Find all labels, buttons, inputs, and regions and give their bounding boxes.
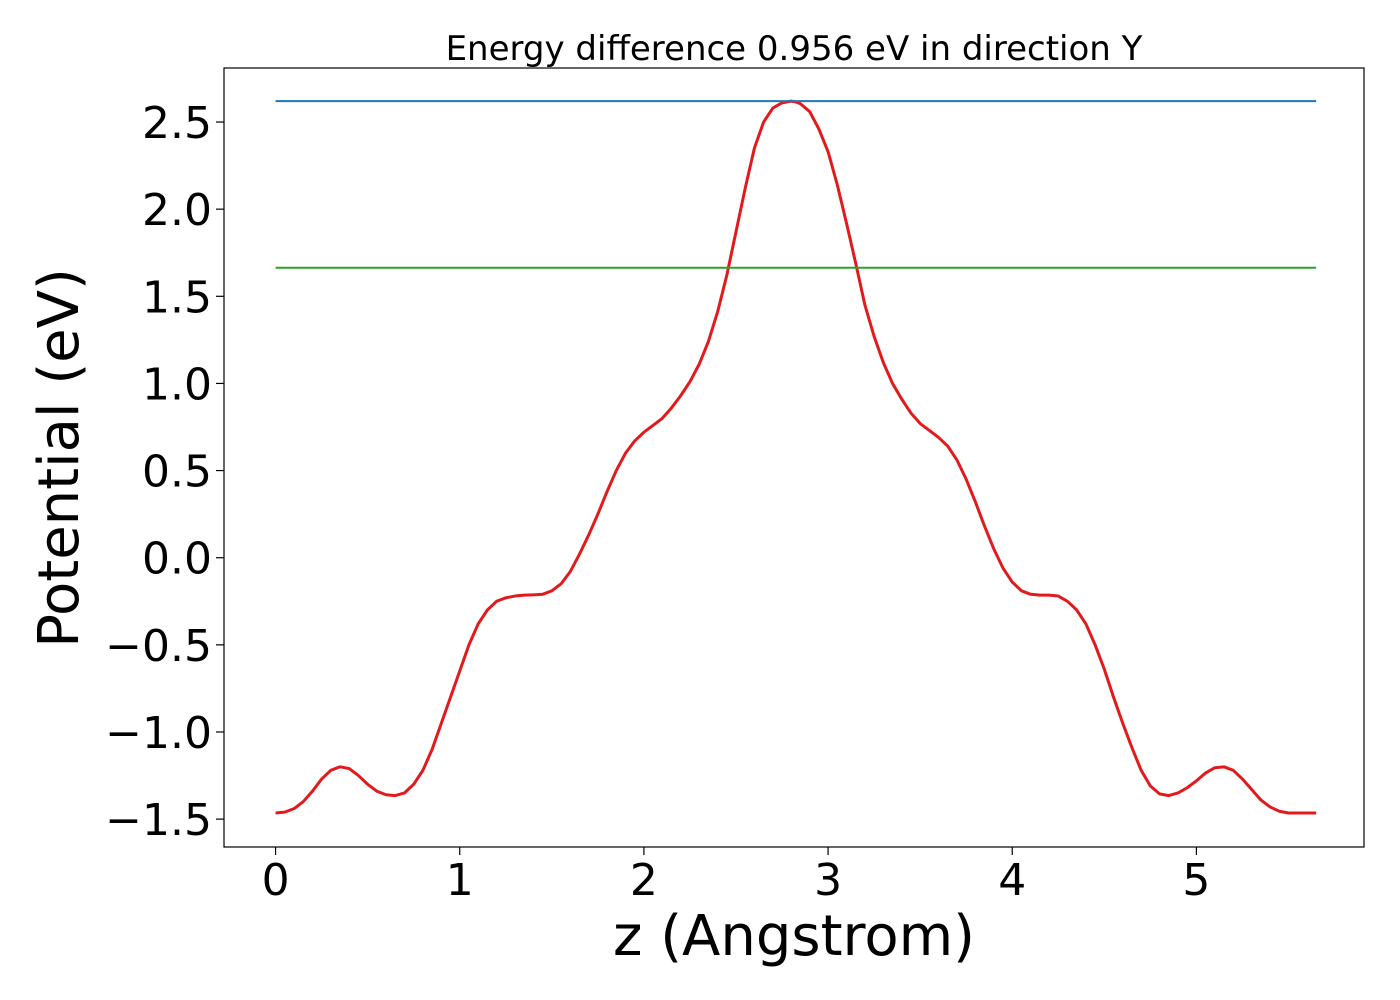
y-axis-ticks: −1.5 −1.0 −0.5 0.0 0.5 1.0 1.5 2.0 2.5 [105, 98, 224, 846]
series-line-0 [275, 99, 1317, 815]
x-tick-label: 3 [814, 855, 842, 906]
plot-frame [223, 67, 1365, 848]
y-axis-label: Potential (eV) [27, 268, 92, 648]
x-axis-label: z (Angstrom) [613, 904, 975, 969]
x-tick-label: 1 [446, 855, 474, 906]
y-tick-label: −0.5 [105, 621, 212, 672]
chart-title: Energy difference 0.956 eV in direction … [446, 29, 1143, 69]
y-tick-label: 0.5 [142, 447, 212, 498]
x-tick-label: 4 [998, 855, 1026, 906]
y-tick-label: 1.5 [142, 272, 212, 323]
y-tick-label: 0.0 [142, 534, 212, 585]
x-axis-ticks: 0 1 2 3 4 5 [262, 847, 1210, 906]
y-tick-label: 1.0 [142, 359, 212, 410]
series-layer [275, 99, 1317, 815]
y-tick-label: 2.0 [142, 185, 212, 236]
y-tick-label: −1.0 [105, 708, 212, 759]
x-tick-label: 0 [262, 855, 290, 906]
x-tick-label: 2 [630, 855, 658, 906]
y-tick-label: −1.5 [105, 795, 212, 846]
y-tick-label: 2.5 [142, 98, 212, 149]
x-tick-label: 5 [1182, 855, 1210, 906]
